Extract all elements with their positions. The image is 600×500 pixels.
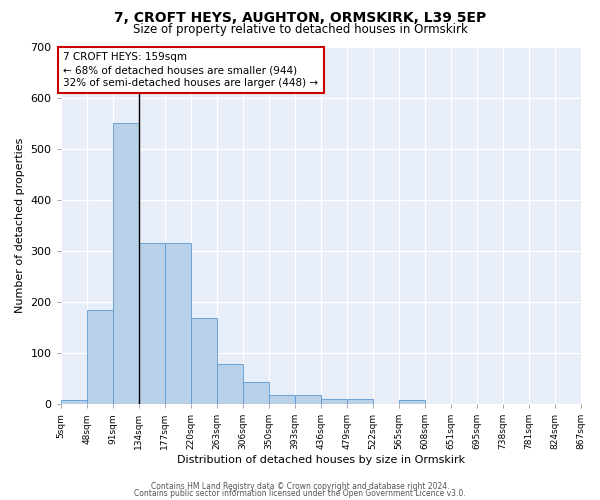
- Text: Contains public sector information licensed under the Open Government Licence v3: Contains public sector information licen…: [134, 488, 466, 498]
- Bar: [347, 399, 373, 404]
- Bar: [113, 123, 139, 404]
- Bar: [61, 400, 86, 404]
- Bar: [139, 243, 164, 404]
- Bar: [217, 364, 242, 404]
- Bar: [398, 400, 425, 404]
- Bar: [320, 399, 347, 404]
- Y-axis label: Number of detached properties: Number of detached properties: [15, 138, 25, 313]
- Bar: [269, 396, 295, 404]
- Bar: [242, 382, 269, 404]
- Text: 7, CROFT HEYS, AUGHTON, ORMSKIRK, L39 5EP: 7, CROFT HEYS, AUGHTON, ORMSKIRK, L39 5E…: [114, 11, 486, 25]
- Text: Size of property relative to detached houses in Ormskirk: Size of property relative to detached ho…: [133, 22, 467, 36]
- Bar: [164, 243, 191, 404]
- Text: 7 CROFT HEYS: 159sqm
← 68% of detached houses are smaller (944)
32% of semi-deta: 7 CROFT HEYS: 159sqm ← 68% of detached h…: [64, 52, 319, 88]
- Bar: [295, 396, 320, 404]
- Bar: [191, 318, 217, 404]
- X-axis label: Distribution of detached houses by size in Ormskirk: Distribution of detached houses by size …: [176, 455, 464, 465]
- Bar: [86, 310, 113, 404]
- Text: Contains HM Land Registry data © Crown copyright and database right 2024.: Contains HM Land Registry data © Crown c…: [151, 482, 449, 491]
